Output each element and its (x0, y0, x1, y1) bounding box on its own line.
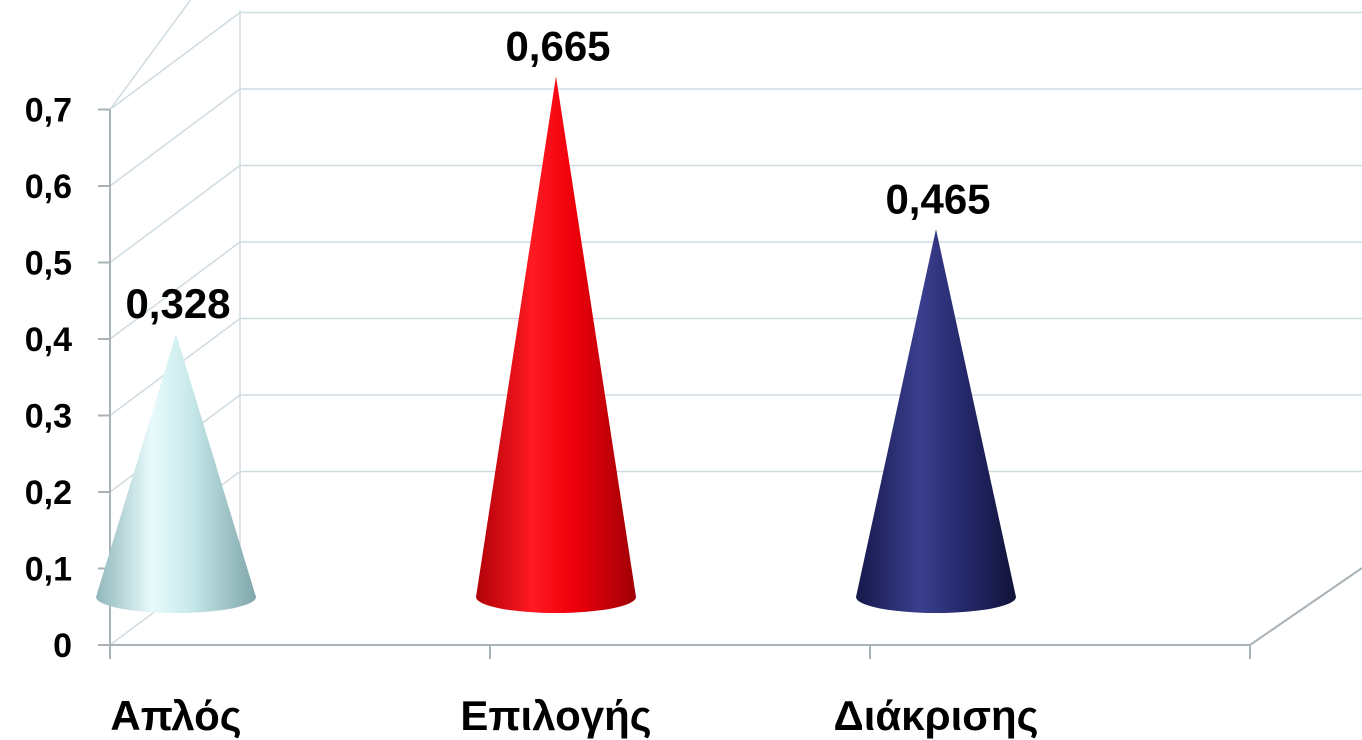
x-axis-categories: Απλός Επιλογής Διάκρισης (110, 692, 1038, 739)
x-category-label: Επιλογής (460, 692, 651, 739)
x-category-label: Απλός (110, 692, 241, 739)
axes (109, 109, 1362, 659)
y-tick-label: 0,6 (25, 168, 72, 206)
y-tick-label: 0,5 (25, 245, 72, 283)
cone-bar (96, 334, 256, 613)
wall-edge (109, 0, 192, 110)
gridline-side (109, 11, 241, 111)
gridline-side (109, 88, 241, 187)
y-axis-ticks: 0 0,1 0,2 0,3 0,4 0,5 0,6 0,7 (25, 92, 110, 665)
y-tick-label: 0,3 (25, 398, 72, 436)
y-tick-label: 0 (53, 627, 72, 665)
floor-right-edge (1249, 567, 1362, 646)
y-tick-label: 0,1 (25, 551, 72, 589)
cone-body (856, 229, 1016, 613)
x-category-label: Διάκρισης (834, 692, 1039, 739)
data-label: 0,665 (505, 22, 610, 69)
y-tick-label: 0,4 (25, 321, 72, 359)
cone-body (476, 76, 636, 613)
data-labels: 0,328 0,665 0,465 (125, 22, 990, 327)
data-label: 0,328 (125, 280, 230, 327)
cone-bar (856, 229, 1016, 613)
y-tick-label: 0,7 (25, 92, 72, 130)
gridline-side (109, 164, 241, 264)
data-label: 0,465 (885, 175, 990, 222)
bars (96, 76, 1016, 613)
y-tick-label: 0,2 (25, 474, 72, 512)
gridlines (109, 0, 1362, 646)
cone-body (96, 334, 256, 613)
cone-bar (476, 76, 636, 613)
gridline-side (109, 241, 241, 340)
